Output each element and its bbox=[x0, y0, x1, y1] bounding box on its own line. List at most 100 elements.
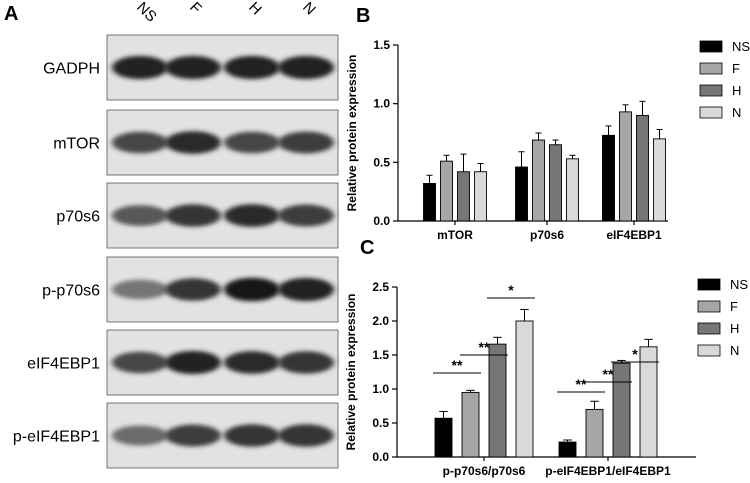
blot-band bbox=[224, 131, 280, 154]
legend-label: N bbox=[732, 105, 741, 120]
bar bbox=[515, 320, 534, 458]
legend-label: H bbox=[730, 321, 739, 336]
y-tick-label: 0.5 bbox=[372, 416, 389, 430]
blot-band bbox=[224, 277, 280, 302]
bar bbox=[532, 139, 545, 222]
y-tick-label: 1.5 bbox=[373, 38, 390, 52]
protein-label: p-p70s6 bbox=[42, 283, 100, 300]
panel-letter-a: A bbox=[4, 3, 18, 25]
bar bbox=[549, 144, 562, 222]
blot-band bbox=[165, 204, 221, 227]
significance-label: ** bbox=[452, 357, 463, 373]
blot-band bbox=[112, 55, 168, 80]
category-label: mTOR bbox=[437, 228, 473, 242]
blot-band bbox=[278, 204, 334, 227]
panel-letter-c: C bbox=[360, 237, 374, 259]
bar bbox=[602, 134, 615, 222]
blot-band bbox=[165, 131, 221, 154]
blot-band bbox=[224, 351, 280, 374]
bar bbox=[612, 362, 631, 458]
legend-swatch bbox=[699, 84, 723, 97]
blot-band bbox=[224, 424, 280, 447]
protein-label: mTOR bbox=[53, 136, 100, 153]
bar bbox=[434, 417, 453, 458]
category-label: p70s6 bbox=[530, 228, 564, 242]
blot-band bbox=[165, 55, 221, 80]
lane-label: F bbox=[186, 0, 205, 17]
bar bbox=[653, 138, 666, 222]
bar bbox=[619, 111, 632, 222]
blot-band bbox=[112, 425, 168, 446]
blot-band bbox=[165, 424, 221, 447]
legend-swatch bbox=[697, 344, 721, 357]
legend-swatch bbox=[697, 278, 721, 291]
significance-label: ** bbox=[479, 339, 490, 355]
blot-band bbox=[165, 278, 221, 301]
category-label: p-eIF4EBP1/eIF4EBP1 bbox=[545, 464, 671, 478]
western-blot: NS F H N GADPH mTOR p70s6 p-p70s6 eIF4EBP1 p-eIF4… bbox=[13, 0, 339, 469]
legend-label: NS bbox=[732, 39, 750, 54]
y-tick-label: 1.0 bbox=[372, 382, 389, 396]
lane-label: H bbox=[245, 0, 265, 18]
lane-label: N bbox=[299, 0, 319, 18]
significance-label: * bbox=[508, 282, 514, 298]
blot-band bbox=[224, 204, 280, 227]
significance-label: ** bbox=[603, 366, 614, 382]
bar bbox=[461, 391, 480, 458]
legend-swatch bbox=[699, 40, 723, 53]
y-axis-title: Relative protein expression bbox=[345, 55, 359, 212]
blot-row: eIF4EBP1 bbox=[27, 329, 339, 396]
y-tick-label: 0.0 bbox=[372, 450, 389, 464]
lane-label: NS bbox=[133, 0, 160, 26]
bar bbox=[585, 408, 604, 458]
bar bbox=[639, 346, 658, 458]
blot-band bbox=[278, 55, 334, 80]
y-axis-title: Relative protein expression bbox=[344, 294, 358, 451]
protein-label: GADPH bbox=[43, 61, 100, 78]
chart-b: 0.0 0.5 1.0 1.5 Relative protein expression m… bbox=[345, 38, 750, 242]
y-tick-label: 1.5 bbox=[372, 348, 389, 362]
y-tick-label: 0.0 bbox=[373, 214, 390, 228]
legend-swatch bbox=[699, 106, 723, 119]
protein-label: p70s6 bbox=[56, 209, 100, 226]
blot-band bbox=[278, 351, 334, 374]
blot-row: GADPH bbox=[43, 34, 339, 101]
legend-swatch bbox=[699, 62, 723, 75]
bar bbox=[515, 166, 528, 222]
y-tick-label: 1.0 bbox=[373, 97, 390, 111]
legend-swatch bbox=[697, 322, 721, 335]
blot-row: p70s6 bbox=[56, 182, 339, 249]
bar bbox=[423, 183, 436, 222]
panel-letter-b: B bbox=[356, 5, 370, 27]
bar bbox=[457, 171, 470, 222]
category-label: p-p70s6/p70s6 bbox=[443, 464, 526, 478]
blot-band bbox=[278, 131, 334, 154]
blot-band bbox=[224, 55, 280, 80]
blot-row: mTOR bbox=[53, 109, 339, 176]
chart-c: 0.0 0.5 1.0 1.5 2.0 2.5 Relative protein expre… bbox=[344, 277, 748, 478]
y-tick-label: 2.5 bbox=[372, 280, 389, 294]
blot-row: p-p70s6 bbox=[42, 256, 339, 323]
blot-band bbox=[165, 350, 221, 375]
protein-label: eIF4EBP1 bbox=[27, 356, 100, 373]
legend-label: H bbox=[732, 83, 741, 98]
y-tick-label: 2.0 bbox=[372, 314, 389, 328]
legend-swatch bbox=[697, 300, 721, 313]
bar bbox=[558, 441, 577, 458]
blot-band bbox=[112, 205, 168, 226]
blot-band bbox=[112, 131, 168, 154]
blot-band bbox=[112, 279, 168, 300]
legend-label: NS bbox=[730, 277, 748, 292]
y-tick-label: 0.5 bbox=[373, 155, 390, 169]
bar bbox=[440, 160, 453, 222]
bar bbox=[474, 171, 487, 222]
legend-label: N bbox=[730, 343, 739, 358]
significance-label: ** bbox=[576, 376, 587, 392]
category-label: eIF4EBP1 bbox=[606, 228, 662, 242]
significance-label: * bbox=[632, 346, 638, 362]
blot-band bbox=[112, 351, 168, 374]
bar bbox=[566, 158, 579, 222]
legend-label: F bbox=[732, 61, 740, 76]
blot-row: p-eIF4EBP1 bbox=[13, 402, 339, 469]
